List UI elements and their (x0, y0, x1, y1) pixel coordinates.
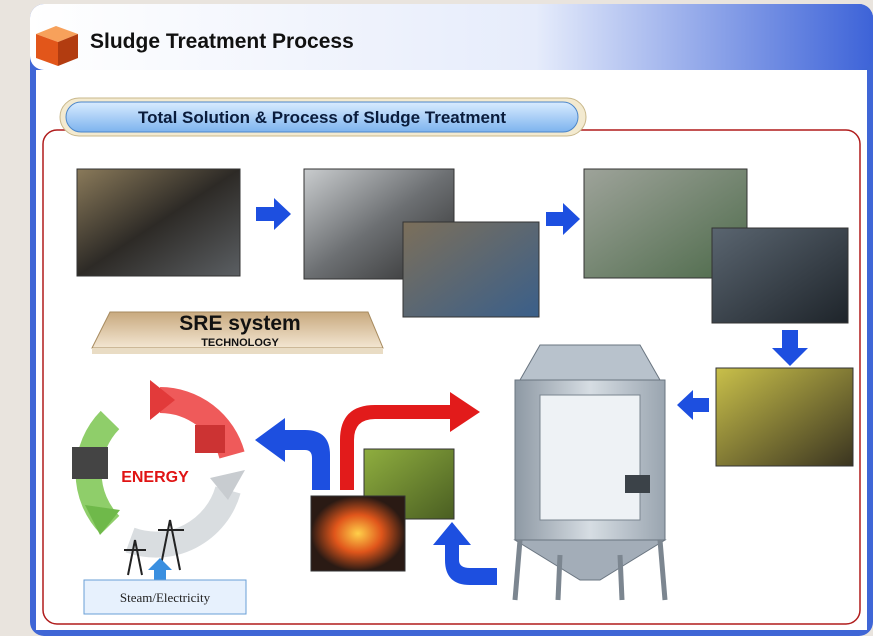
photo-extrudate (716, 368, 853, 466)
photo-cake (712, 228, 848, 323)
badge-title: SRE system (179, 312, 300, 335)
section-label: Total Solution & Process of Sludge Treat… (138, 108, 506, 127)
page-title: Sludge Treatment Process (90, 30, 354, 53)
page: Sludge Treatment Process Total Solution … (0, 0, 873, 636)
photo-burner (311, 496, 405, 571)
output-label: Steam/Electricity (120, 590, 211, 605)
chart-icon (195, 425, 225, 453)
slide: Sludge Treatment Process Total Solution … (0, 0, 873, 636)
cube-icon (36, 26, 78, 66)
photo-feeder (403, 222, 539, 317)
turbine-icon (72, 447, 108, 479)
badge-subtitle: TECHNOLOGY (201, 337, 279, 349)
photo-thickener (77, 169, 240, 276)
cycle-label: ENERGY (121, 469, 189, 486)
